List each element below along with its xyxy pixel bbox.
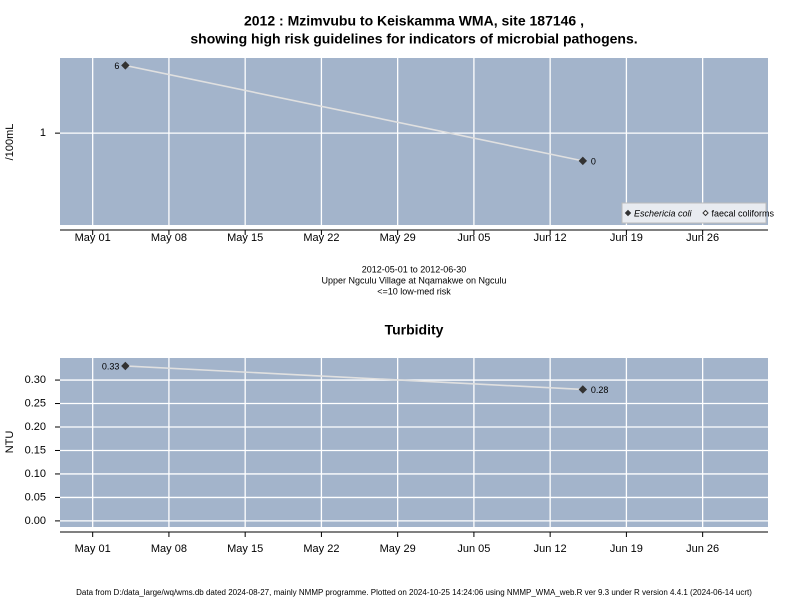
x-tick-label: May 29: [380, 232, 416, 244]
series-line: [125, 365, 583, 391]
x-tick-label: Jun 12: [534, 543, 567, 555]
y-tick-label: 0.10: [25, 468, 46, 480]
data-label: 6: [114, 61, 119, 71]
chart-title: Turbidity: [385, 322, 444, 338]
legend: [621, 202, 767, 224]
y-tick-label: 0.00: [25, 515, 46, 527]
x-tick-label: May 22: [303, 543, 339, 555]
x-tick-label: May 15: [227, 232, 263, 244]
x-tick-label: Jun 05: [457, 232, 490, 244]
legend-label: faecal coliforms: [712, 208, 775, 218]
x-tick-label: Jun 05: [457, 543, 490, 555]
x-tick-label: Jun 19: [610, 543, 643, 555]
x-tick-label: May 29: [380, 543, 416, 555]
data-label: 0.33: [102, 361, 120, 371]
chart-title: 2012 : Mzimvubu to Keiskamma WMA, site 1…: [244, 13, 584, 29]
data-label: 0.28: [591, 385, 609, 395]
data-point: [578, 385, 588, 394]
y-axis-label: /100mL: [4, 124, 16, 161]
x-tick-label: May 08: [151, 543, 187, 555]
x-tick-label: May 08: [151, 232, 187, 244]
x-tick-label: Jun 26: [686, 543, 719, 555]
plot-area: [60, 58, 768, 225]
footer: Data from D:/data_large/wq/wms.db dated …: [76, 588, 752, 597]
chart-title: showing high risk guidelines for indicat…: [190, 31, 637, 47]
chart-note: 2012-05-01 to 2012-06-30: [362, 264, 467, 274]
data-label: 0: [591, 156, 596, 166]
x-tick-label: May 01: [75, 543, 111, 555]
x-tick-label: May 15: [227, 543, 263, 555]
x-tick-label: Jun 12: [534, 232, 567, 244]
x-tick-label: May 01: [75, 232, 111, 244]
x-tick-label: May 22: [303, 232, 339, 244]
legend-label: Eschericia coli: [634, 208, 693, 218]
y-axis-label: NTU: [4, 431, 16, 454]
legend-marker: [624, 209, 632, 217]
data-point: [578, 156, 588, 166]
y-tick-label: 0.30: [25, 374, 46, 386]
x-tick-label: Jun 26: [686, 232, 719, 244]
y-tick-label: 0.05: [25, 491, 46, 503]
y-tick-label: 0.15: [25, 444, 46, 456]
legend-marker: [702, 209, 709, 217]
y-tick-label: 0.25: [25, 397, 46, 409]
chart-note: Upper Ngculu Village at Nqamakwe on Ngcu…: [322, 275, 507, 285]
series-line: [125, 64, 583, 162]
x-tick-label: Jun 19: [610, 232, 643, 244]
y-tick-label: 1: [40, 127, 46, 139]
data-point: [121, 361, 130, 371]
chart-note: <=10 low-med risk: [377, 286, 451, 296]
y-tick-label: 0.20: [25, 421, 46, 433]
plot-area: [60, 358, 768, 527]
data-point: [121, 61, 130, 70]
